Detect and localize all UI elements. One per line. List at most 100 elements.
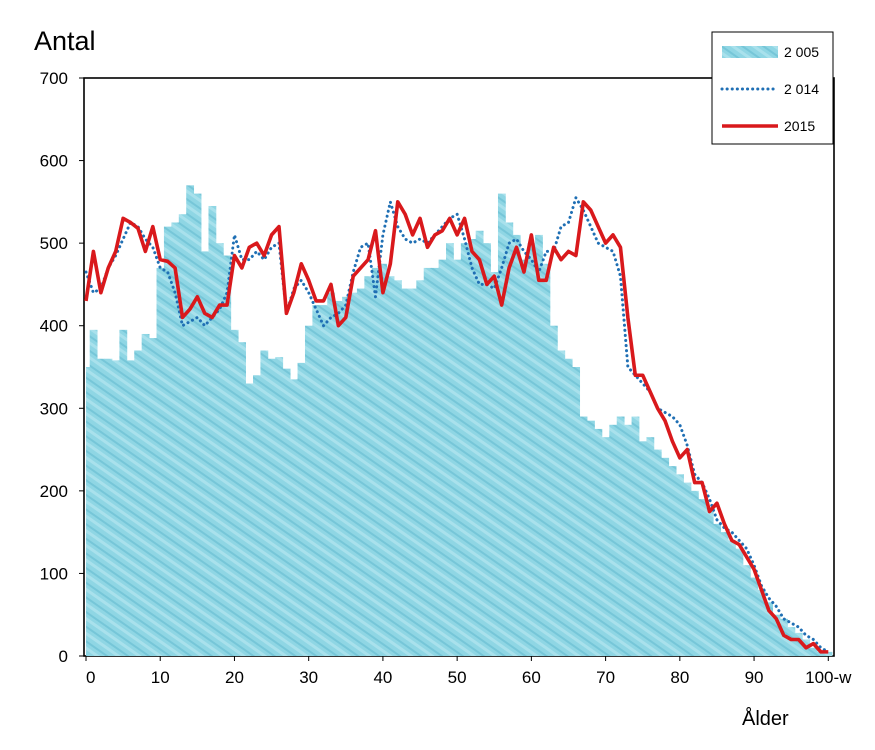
bar-2005 xyxy=(379,263,388,656)
x-tick-label: 10 xyxy=(151,668,170,687)
bar-2005 xyxy=(238,342,246,656)
bar-2005 xyxy=(89,329,98,656)
bar-2005 xyxy=(720,532,729,656)
legend-swatch-2005 xyxy=(722,46,778,58)
bar-2005 xyxy=(230,329,239,656)
bar-2005 xyxy=(364,276,373,656)
bar-2005 xyxy=(319,305,328,656)
x-axis: 0 10 20 30 40 50 60 70 80 90 100-w xyxy=(85,656,852,687)
bar-2005 xyxy=(661,457,670,656)
bar-2005 xyxy=(705,507,714,656)
bar-2005 xyxy=(356,288,365,656)
series-2014-line xyxy=(84,196,830,654)
bar-2005 xyxy=(126,360,135,656)
bar-2005 xyxy=(438,259,447,656)
bar-2005 xyxy=(290,379,298,656)
bar-2005 xyxy=(171,222,180,656)
legend-label-2014: 2 014 xyxy=(784,81,819,97)
bar-2005 xyxy=(111,360,120,656)
bar-2005 xyxy=(824,651,833,656)
bar-2005 xyxy=(327,292,336,656)
y-tick-label: 700 xyxy=(40,69,68,88)
bar-2005 xyxy=(809,647,818,656)
y-tick-label: 300 xyxy=(40,399,68,418)
bar-2005 xyxy=(557,350,566,656)
bar-2005 xyxy=(512,234,521,656)
bar-2005 xyxy=(742,565,751,656)
bar-2005 xyxy=(676,474,684,656)
y-tick-label: 400 xyxy=(40,317,68,336)
bar-2005 xyxy=(423,267,432,656)
bar-2005 xyxy=(297,362,306,656)
bar-2005 xyxy=(134,350,143,656)
bar-2005 xyxy=(312,305,321,656)
bar-2005 xyxy=(653,449,662,656)
bar-2005 xyxy=(609,424,618,656)
bar-2005 xyxy=(475,230,484,656)
x-tick-label: 20 xyxy=(225,668,244,687)
bar-2005 xyxy=(253,375,261,656)
bar-2005 xyxy=(282,368,291,656)
x-tick-label: 0 xyxy=(86,668,95,687)
bar-2005 xyxy=(490,272,499,656)
bar-2005 xyxy=(750,577,759,656)
bar-2005 xyxy=(156,267,165,656)
bar-2005 xyxy=(460,243,469,656)
bar-2005 xyxy=(520,259,529,656)
bar-2005 xyxy=(186,185,195,656)
y-axis-label: Antal xyxy=(34,26,96,56)
bar-2005 xyxy=(163,226,172,656)
bar-2005 xyxy=(735,548,744,656)
series-2005-bars xyxy=(86,185,833,657)
bar-2005 xyxy=(483,243,491,656)
bar-2005 xyxy=(690,490,699,656)
bar-2005 xyxy=(772,614,781,656)
bar-2005 xyxy=(386,276,395,656)
bar-2005 xyxy=(527,243,536,656)
series-2015-line xyxy=(84,200,829,654)
x-tick-label: 50 xyxy=(448,668,467,687)
bar-2005 xyxy=(201,251,209,656)
legend: 2 005 2 014 2015 xyxy=(711,31,834,145)
bar-2005 xyxy=(497,193,506,656)
bar-2005 xyxy=(646,437,655,656)
bar-2005 xyxy=(371,267,380,656)
bar-2005 xyxy=(601,437,610,656)
bar-2005 xyxy=(683,482,692,656)
bar-2005 xyxy=(787,627,796,656)
bar-2005 xyxy=(757,589,766,656)
y-tick-label: 0 xyxy=(59,647,68,666)
bar-2005 xyxy=(564,358,573,656)
bar-2005 xyxy=(535,234,543,656)
bar-2005 xyxy=(86,367,91,656)
bar-2005 xyxy=(394,280,402,656)
bar-2005 xyxy=(416,280,425,656)
bar-2005 xyxy=(431,267,439,656)
y-tick-label: 600 xyxy=(40,152,68,171)
x-tick-label: 30 xyxy=(299,668,318,687)
bar-2005 xyxy=(668,466,677,656)
x-tick-label: 80 xyxy=(670,668,689,687)
x-tick-label: 100-w xyxy=(805,668,852,687)
y-tick-label: 100 xyxy=(40,564,68,583)
bar-2005 xyxy=(401,288,410,656)
x-tick-label: 90 xyxy=(745,668,764,687)
bar-2005 xyxy=(624,424,632,656)
bar-2005 xyxy=(178,214,187,657)
bar-2005 xyxy=(542,263,551,656)
bar-2005 xyxy=(215,243,224,656)
legend-label-2005: 2 005 xyxy=(784,44,819,60)
bar-2005 xyxy=(549,325,558,656)
bar-2005 xyxy=(616,416,625,656)
bar-2005 xyxy=(765,602,774,656)
bar-2005 xyxy=(141,333,150,656)
bar-2005 xyxy=(342,296,350,656)
bar-2005 xyxy=(639,441,647,656)
y-tick-label: 200 xyxy=(40,482,68,501)
bar-2005 xyxy=(97,358,105,656)
bar-2005 xyxy=(728,540,736,656)
bar-2005 xyxy=(713,523,722,656)
bar-2005 xyxy=(794,632,803,656)
bar-2005 xyxy=(587,420,595,656)
